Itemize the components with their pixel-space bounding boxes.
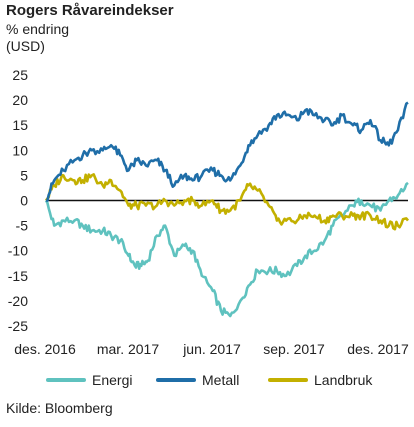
x-tick-label: mar. 2017 [97, 341, 159, 357]
y-tick-label: 20 [12, 92, 28, 108]
legend-label-landbruk: Landbruk [314, 372, 373, 388]
y-axis-unit: (USD) [6, 38, 45, 54]
line-chart: 25 20 15 10 5 0 -5 -10 -15 -20 -25 des. 2016 mar. 20… [8, 67, 410, 357]
series-line-landbruk [44, 173, 410, 231]
chart-title: Rogers Råvareindekser [6, 2, 174, 19]
series-line-energi [44, 181, 409, 318]
legend-item-landbruk: Landbruk [268, 372, 372, 388]
y-tick-label: 15 [12, 117, 28, 133]
y-tick-label: -20 [8, 293, 28, 309]
y-tick-label: 25 [12, 67, 28, 83]
y-tick-label: -10 [8, 243, 28, 259]
legend-label-metall: Metall [202, 372, 240, 388]
y-tick-label: -5 [16, 218, 29, 234]
legend-swatch-energi [46, 378, 86, 382]
x-tick-label: jun. 2017 [182, 341, 241, 357]
x-tick-label: des. 2017 [347, 341, 409, 357]
legend-label-energi: Energi [92, 372, 133, 388]
legend-item-metall: Metall [156, 372, 239, 388]
y-tick-label: -15 [8, 268, 28, 284]
x-tick-label: sep. 2017 [263, 341, 325, 357]
legend: Energi Metall Landbruk [0, 372, 414, 392]
legend-item-energi: Energi [46, 372, 132, 388]
y-tick-label: 5 [20, 167, 28, 183]
y-tick-label: 10 [12, 142, 28, 158]
legend-swatch-metall [156, 378, 196, 382]
x-tick-label: des. 2016 [14, 341, 76, 357]
chart-subtitle: % endring [6, 21, 70, 37]
legend-swatch-landbruk [268, 378, 308, 382]
source-note: Kilde: Bloomberg [6, 400, 113, 416]
series-line-metall [45, 101, 409, 202]
y-tick-label: -25 [8, 318, 28, 334]
y-tick-label: 0 [20, 193, 28, 209]
